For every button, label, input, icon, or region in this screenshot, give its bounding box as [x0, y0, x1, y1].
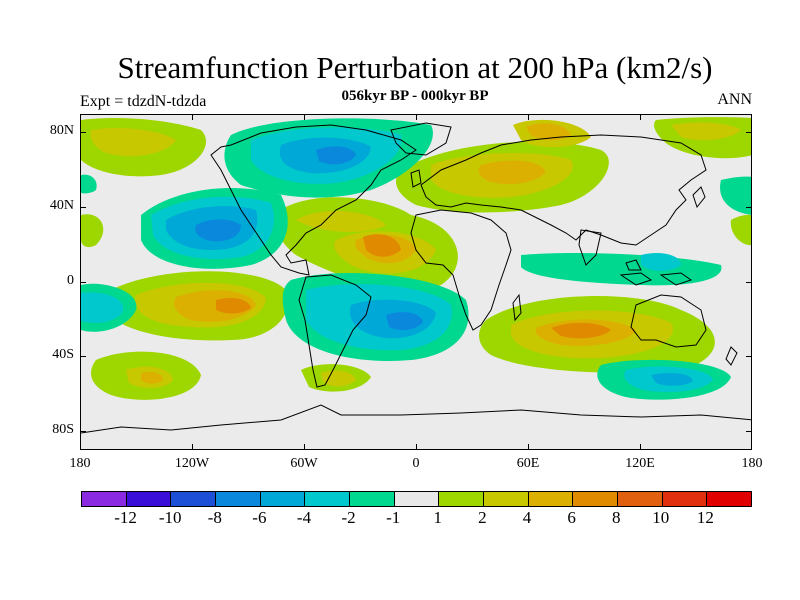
lat-tick	[80, 431, 86, 432]
colorbar-segment	[305, 492, 351, 506]
lon-tick	[416, 444, 417, 450]
lon-tick	[304, 114, 305, 120]
lon-tick	[640, 444, 641, 450]
colorbar-label: 10	[652, 508, 670, 527]
colorbar-label: 1	[433, 508, 443, 527]
lat-tick	[746, 207, 752, 208]
colorbar-segment	[484, 492, 529, 506]
colorbar-segment	[707, 492, 752, 506]
lat-tick	[746, 356, 752, 357]
lon-tick	[192, 114, 193, 120]
colorbar-label: -6	[252, 508, 267, 527]
lat-tick	[80, 282, 86, 283]
chart-subtitle: 056kyr BP - 000kyr BP	[341, 88, 489, 104]
coastlines	[81, 122, 751, 434]
lat-tick	[80, 207, 86, 208]
lon-label: 60W	[290, 456, 318, 471]
colorbar-segment	[528, 492, 574, 506]
lon-label: 180	[69, 456, 91, 471]
colorbar-segment	[216, 492, 261, 506]
colorbar-segment	[439, 492, 485, 506]
lon-tick	[528, 444, 529, 450]
colorbar-segment	[618, 492, 663, 506]
colorbar-segment	[394, 492, 440, 506]
lat-label: 40S	[52, 347, 74, 362]
lon-tick	[640, 114, 641, 120]
contour-negative-south	[81, 174, 751, 400]
colorbar-segment	[260, 492, 306, 506]
colorbar-label: -4	[296, 508, 312, 527]
colorbar-segment	[82, 492, 127, 506]
lat-tick	[746, 132, 752, 133]
contour-positive-north	[81, 117, 751, 248]
colorbar-label: -8	[207, 508, 222, 527]
lat-label: 80S	[52, 422, 74, 437]
chart-title: Streamfunction Perturbation at 200 hPa (…	[117, 50, 713, 85]
map-plot-area	[80, 114, 752, 450]
lat-tick	[80, 356, 86, 357]
contour-map	[81, 117, 751, 449]
contour-positive-eurasia	[396, 119, 609, 213]
contour-zero-band-south	[81, 413, 751, 449]
lon-label: 60E	[516, 456, 540, 471]
colorbar	[81, 491, 752, 507]
lon-label: 0	[412, 456, 420, 471]
colorbar-segment	[662, 492, 708, 506]
colorbar-label: 12	[696, 508, 714, 527]
lon-tick	[528, 114, 529, 120]
season-label: ANN	[717, 91, 752, 108]
experiment-label: Expt = tdzdN-tdzda	[80, 93, 207, 110]
lat-tick	[746, 282, 752, 283]
lon-tick	[192, 444, 193, 450]
colorbar-segment	[126, 492, 172, 506]
lon-label: 120E	[625, 456, 655, 471]
colorbar-label: -1	[386, 508, 401, 527]
contour-negative-north-america	[141, 118, 433, 269]
lon-tick	[304, 444, 305, 450]
lat-label: 40N	[49, 198, 74, 213]
lat-label: 0	[67, 273, 74, 288]
colorbar-label: 2	[478, 508, 487, 527]
lat-tick	[80, 132, 86, 133]
colorbar-label: -12	[114, 508, 137, 527]
colorbar-segment	[171, 492, 217, 506]
colorbar-label: -2	[341, 508, 356, 527]
contour-positive-south	[91, 271, 715, 400]
lat-tick	[746, 431, 752, 432]
colorbar-label: 4	[522, 508, 532, 527]
lat-label: 80N	[49, 123, 74, 138]
colorbar-segment	[573, 492, 619, 506]
lon-label: 180	[741, 456, 763, 471]
lon-tick	[416, 114, 417, 120]
colorbar-label: 6	[567, 508, 576, 527]
colorbar-label: 8	[611, 508, 621, 527]
colorbar-label: -10	[158, 508, 182, 527]
colorbar-segment	[350, 492, 395, 506]
lon-label: 120W	[174, 456, 210, 471]
